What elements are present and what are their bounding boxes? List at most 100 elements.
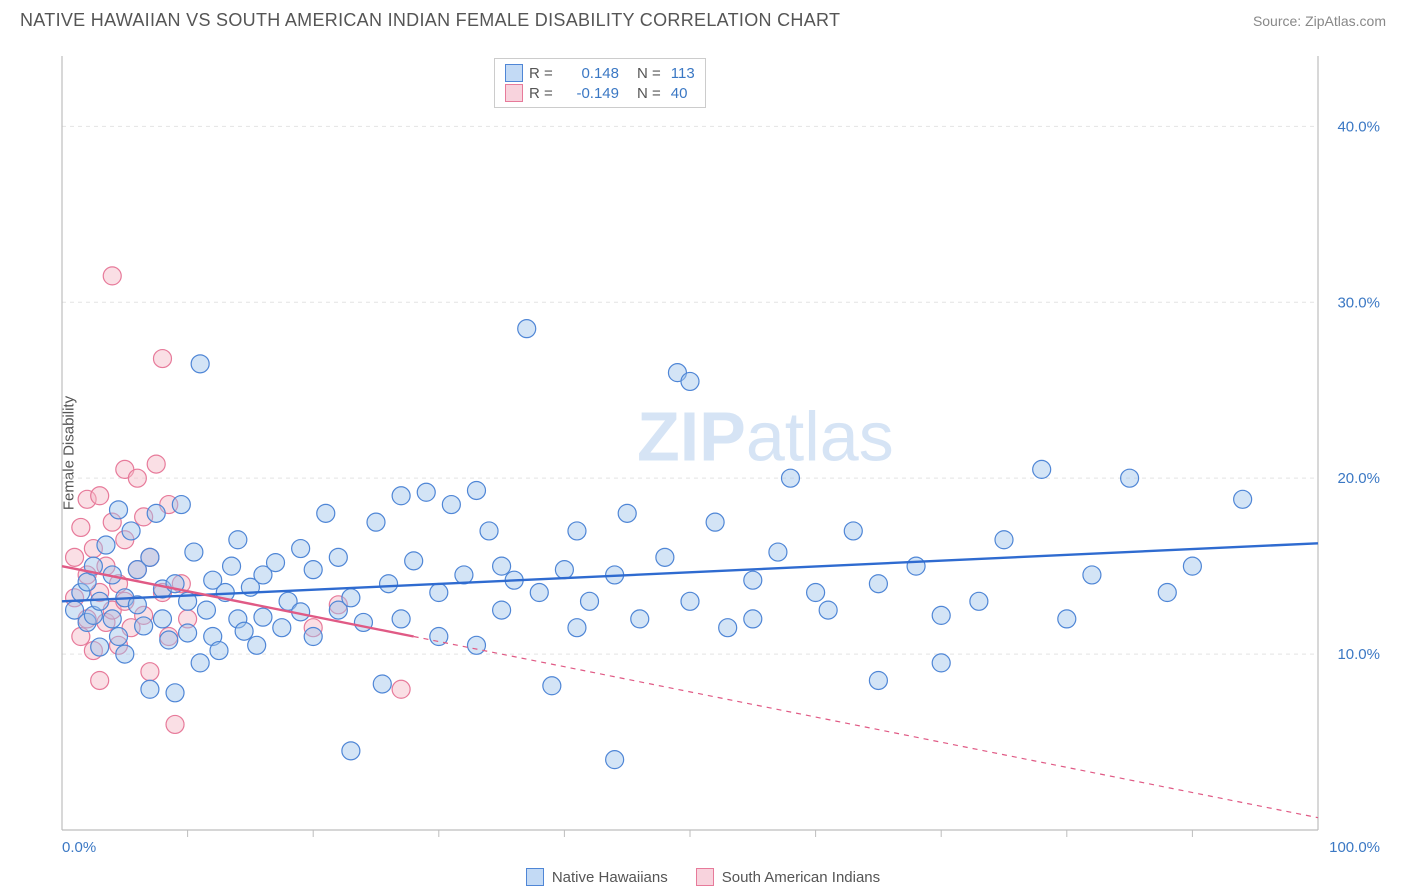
corr-r-label: R = [529,65,557,82]
data-point-blue [342,589,360,607]
data-point-blue [273,619,291,637]
data-point-blue [568,522,586,540]
legend: Native Hawaiians South American Indians [0,868,1406,886]
data-point-blue [304,628,322,646]
data-point-blue [223,557,241,575]
legend-swatch-blue [526,868,544,886]
data-point-blue [191,654,209,672]
corr-n-label: N = [637,65,661,82]
data-point-blue [235,622,253,640]
data-point-pink [147,455,165,473]
data-point-blue [530,584,548,602]
data-point-blue [304,561,322,579]
data-point-blue [1033,460,1051,478]
data-point-blue [110,501,128,519]
data-point-blue [160,631,178,649]
data-point-blue [191,355,209,373]
data-point-blue [392,487,410,505]
data-point-blue [869,575,887,593]
data-point-blue [185,543,203,561]
data-point-blue [807,584,825,602]
data-point-blue [248,636,266,654]
data-point-blue [932,606,950,624]
data-point-blue [292,540,310,558]
data-point-blue [656,548,674,566]
data-point-blue [380,575,398,593]
data-point-blue [153,610,171,628]
x-tick-label: 100.0% [1329,839,1380,856]
data-point-blue [179,624,197,642]
y-tick-label: 20.0% [1337,470,1380,487]
corr-row-1: R = -0.149 N = 40 [505,83,695,103]
scatter-plot: 10.0%20.0%30.0%40.0%ZIPatlas0.0%100.0% R… [54,48,1388,858]
data-point-blue [1083,566,1101,584]
data-point-blue [781,469,799,487]
data-point-blue [618,504,636,522]
data-point-blue [932,654,950,672]
data-point-blue [606,751,624,769]
chart-title: NATIVE HAWAIIAN VS SOUTH AMERICAN INDIAN… [20,10,840,31]
data-point-blue [555,561,573,579]
data-point-blue [744,571,762,589]
legend-item-blue: Native Hawaiians [526,868,668,886]
corr-row-0: R = 0.148 N = 113 [505,63,695,83]
corr-r-label: R = [529,85,557,102]
data-point-blue [769,543,787,561]
data-point-blue [417,483,435,501]
source-label: Source: ZipAtlas.com [1253,13,1386,29]
data-point-blue [317,504,335,522]
data-point-blue [267,554,285,572]
corr-n-label: N = [637,85,661,102]
data-point-blue [493,557,511,575]
data-point-blue [147,504,165,522]
data-point-blue [172,496,190,514]
chart-container: Female Disability 10.0%20.0%30.0%40.0%ZI… [18,48,1388,858]
data-point-blue [430,584,448,602]
corr-swatch [505,84,523,102]
data-point-blue [844,522,862,540]
data-point-pink [141,663,159,681]
data-point-blue [197,601,215,619]
data-point-blue [467,636,485,654]
data-point-pink [72,518,90,536]
data-point-blue [442,496,460,514]
data-point-blue [493,601,511,619]
correlation-box: R = 0.148 N = 113 R = -0.149 N = 40 [494,58,706,108]
data-point-blue [681,372,699,390]
data-point-blue [1234,490,1252,508]
x-tick-label: 0.0% [62,839,96,856]
data-point-blue [392,610,410,628]
data-point-blue [518,320,536,338]
data-point-pink [103,267,121,285]
data-point-pink [66,548,84,566]
data-point-blue [166,684,184,702]
data-point-blue [869,671,887,689]
data-point-blue [819,601,837,619]
data-point-blue [706,513,724,531]
data-point-blue [543,677,561,695]
data-point-blue [122,522,140,540]
data-point-blue [568,619,586,637]
data-point-blue [681,592,699,610]
data-point-blue [907,557,925,575]
data-point-blue [110,628,128,646]
data-point-blue [116,645,134,663]
legend-label-blue: Native Hawaiians [552,869,668,886]
data-point-blue [135,617,153,635]
data-point-blue [254,608,272,626]
data-point-pink [91,671,109,689]
data-point-blue [1183,557,1201,575]
data-point-blue [405,552,423,570]
data-point-blue [480,522,498,540]
data-point-pink [166,715,184,733]
trend-line-pink-dash [414,637,1318,818]
legend-item-pink: South American Indians [696,868,880,886]
data-point-blue [1158,584,1176,602]
data-point-blue [1058,610,1076,628]
data-point-blue [467,481,485,499]
data-point-blue [141,680,159,698]
data-point-blue [581,592,599,610]
data-point-blue [995,531,1013,549]
data-point-blue [91,638,109,656]
y-tick-label: 40.0% [1337,118,1380,135]
